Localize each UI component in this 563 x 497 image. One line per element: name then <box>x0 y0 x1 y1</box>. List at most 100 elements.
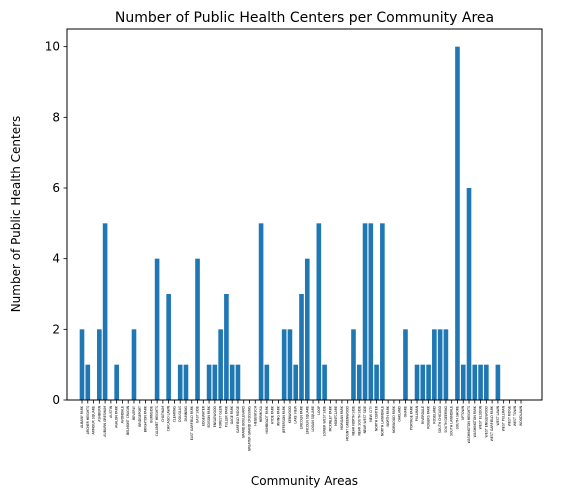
x-tick-label: LOGAN SQUARE <box>311 406 315 432</box>
bar <box>369 223 374 400</box>
x-tick-label: LOOP <box>317 406 321 415</box>
x-tick-label: GREATER GRAND CROSSING <box>248 405 252 451</box>
x-tick-label: SOUTH DEERING <box>444 405 448 432</box>
x-tick-label: MONTCLARE <box>334 406 338 426</box>
x-tick-label: ASHBURN <box>97 405 101 421</box>
x-tick-label: FULLER PARK <box>224 405 228 427</box>
x-tick-label: MORGAN PARK <box>340 405 344 430</box>
x-tick-label: UPTOWN <box>461 405 465 420</box>
bar <box>478 365 483 400</box>
bar <box>218 329 223 400</box>
x-tick-label: BURNSIDE <box>149 406 153 423</box>
bar <box>472 365 477 400</box>
x-tick-label: HUMBOLDT PARK <box>265 405 269 433</box>
x-tick-label: WEST ENGLEWOOD <box>484 405 488 437</box>
bar <box>213 365 218 400</box>
x-tick-label: WEST PULLMAN <box>502 405 506 431</box>
bar <box>357 365 362 400</box>
bar <box>195 259 200 400</box>
x-tick-label: GRAND BOULEVARD <box>242 405 246 438</box>
x-tick-label: NORTH PARK <box>386 405 390 426</box>
bar <box>299 294 304 400</box>
x-tick-label: ENGLEWOOD <box>213 405 217 427</box>
bar <box>288 329 293 400</box>
bar <box>496 365 501 400</box>
y-tick-label: 8 <box>52 110 60 124</box>
x-tick-label: ROGERS PARK <box>427 405 431 429</box>
x-tick-label: OAKLAND <box>398 405 402 421</box>
x-tick-label: PORTAGE PARK <box>409 405 413 430</box>
bar <box>184 365 189 400</box>
x-tick-label: HERMOSA <box>259 405 263 422</box>
bar <box>374 365 379 400</box>
x-tick-label: RIVERDALE <box>421 406 425 424</box>
bar <box>155 259 160 400</box>
bar <box>103 223 108 400</box>
bar <box>363 223 368 400</box>
x-tick-label: EDISON PARK <box>207 405 211 427</box>
x-tick-label: CLEARING <box>172 405 176 422</box>
x-tick-label: IRVING PARK <box>276 405 280 426</box>
x-tick-label: WOODLAWN <box>519 405 523 426</box>
x-tick-label: LAKE VIEW <box>294 405 298 423</box>
bar <box>282 329 287 400</box>
chart-title: Number of Public Health Centers per Comm… <box>115 10 494 26</box>
x-tick-label: EAST GARFIELD PARK <box>190 405 194 440</box>
bar <box>322 365 327 400</box>
x-tick-label: NORTH CENTER <box>375 405 379 431</box>
x-tick-label: SOUTH LAWNDALE <box>450 406 454 436</box>
bar <box>85 365 90 400</box>
bar <box>114 365 119 400</box>
y-tick-label: 6 <box>52 181 60 195</box>
bar <box>455 47 460 400</box>
x-tick-label: NEW CITY <box>369 406 373 422</box>
bar <box>236 365 241 400</box>
bar <box>467 188 472 400</box>
bar <box>265 365 270 400</box>
x-tick-label: HYDE PARK <box>271 405 275 424</box>
bars-group <box>80 47 501 400</box>
bar <box>305 259 310 400</box>
bar <box>420 365 425 400</box>
x-axis-label: Community Areas <box>251 474 358 488</box>
bar <box>317 223 322 400</box>
x-tick-label: GARFIELD RIDGE <box>236 406 240 433</box>
x-tick-label: SOUTH SHORE <box>455 406 459 429</box>
x-tick-label: AVALON PARK <box>115 405 119 428</box>
x-tick-label: BRIDGEPORT <box>138 406 142 427</box>
y-tick-label: 4 <box>52 252 60 266</box>
bar <box>415 365 420 400</box>
bar <box>230 365 235 400</box>
bar <box>438 329 443 400</box>
x-tick-label: DOUGLAS <box>178 406 182 422</box>
bar <box>403 329 408 400</box>
x-tick-label: MOUNT GREENWOOD <box>346 405 350 440</box>
x-category-labels: ALBANY PARK ARCHER HEIGHTS ARMOUR SQUARE AS… <box>80 400 523 451</box>
x-tick-label: SOUTH CHICAGO <box>438 406 442 434</box>
x-tick-label: WEST RIDGE <box>507 406 511 426</box>
x-tick-label: ARMOUR SQUARE <box>92 406 96 435</box>
bar <box>380 223 385 400</box>
x-tick-label: AUSTIN <box>109 405 113 417</box>
x-tick-label: BEVERLY <box>132 406 136 420</box>
x-tick-label: CALUMET HEIGHTS <box>155 406 159 436</box>
x-tick-label: GAGE PARK <box>230 405 234 424</box>
x-tick-label: NORWOOD PARK <box>392 405 396 433</box>
x-tick-label: WEST LAWN <box>496 405 500 425</box>
x-tick-label: NEAR NORTH SIDE <box>351 406 355 435</box>
y-tick-label: 10 <box>45 40 60 54</box>
bar <box>293 365 298 400</box>
x-tick-label: AVONDALE <box>120 406 124 423</box>
bar <box>80 329 85 400</box>
x-tick-label: NORTH LAWNDALE <box>380 406 384 436</box>
bar <box>166 294 171 400</box>
x-tick-label: PULLMAN <box>415 405 419 421</box>
x-tick-label: ROSELAND <box>432 405 436 423</box>
x-tick-label: WEST ELSDON <box>479 405 483 429</box>
y-tick-label: 2 <box>52 322 60 336</box>
x-tick-label: LOWER WEST SIDE <box>323 406 327 436</box>
x-tick-label: LINCOLN PARK <box>300 405 304 429</box>
bar <box>259 223 264 400</box>
x-tick-label: FOREST GLEN <box>219 405 223 428</box>
